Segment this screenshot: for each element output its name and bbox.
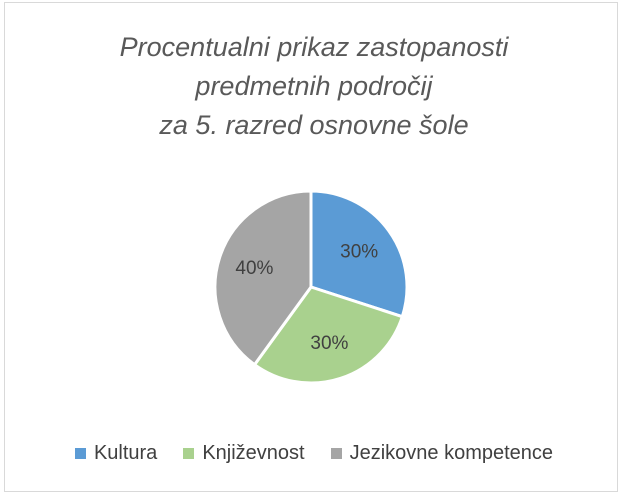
data-label-knjizevnost: 30% bbox=[310, 333, 348, 354]
data-label-jezikovne-kompetence: 40% bbox=[235, 258, 273, 279]
pie-slice-kultura bbox=[309, 189, 409, 319]
chart-title-line-2: predmetnih področij bbox=[195, 71, 433, 101]
pie-data-labels: 30% 30% 40% bbox=[235, 242, 378, 355]
legend-label-jezikovne-kompetence: Jezikovne kompetence bbox=[349, 442, 554, 464]
legend-swatch-kultura bbox=[74, 447, 86, 459]
legend-label-kultura: Kultura bbox=[93, 442, 158, 464]
data-label-kultura: 30% bbox=[340, 242, 378, 263]
chart-legend: Kultura Književnost Jezikovne kompetence bbox=[0, 440, 628, 466]
legend-swatch-knjizevnost bbox=[183, 447, 195, 459]
pie-slice-jezikovne-kompetence bbox=[213, 189, 313, 367]
pie-slice-knjizevnost bbox=[253, 285, 404, 385]
chart-title-line-1: Procentualni prikaz zastopanosti bbox=[119, 32, 509, 62]
legend-item-jezikovne-kompetence: Jezikovne kompetence bbox=[330, 440, 554, 466]
legend-label-knjizevnost: Književnost bbox=[202, 442, 305, 464]
legend-swatch-jezikovne-kompetence bbox=[330, 447, 342, 459]
legend-item-knjizevnost: Književnost bbox=[183, 440, 305, 466]
chart-title-line-3: za 5. razred osnovne šole bbox=[159, 110, 469, 140]
legend-item-kultura: Kultura bbox=[74, 440, 158, 466]
chart-title: Procentualni prikaz zastopanosti predmet… bbox=[0, 28, 628, 145]
pie-slices bbox=[213, 189, 409, 385]
